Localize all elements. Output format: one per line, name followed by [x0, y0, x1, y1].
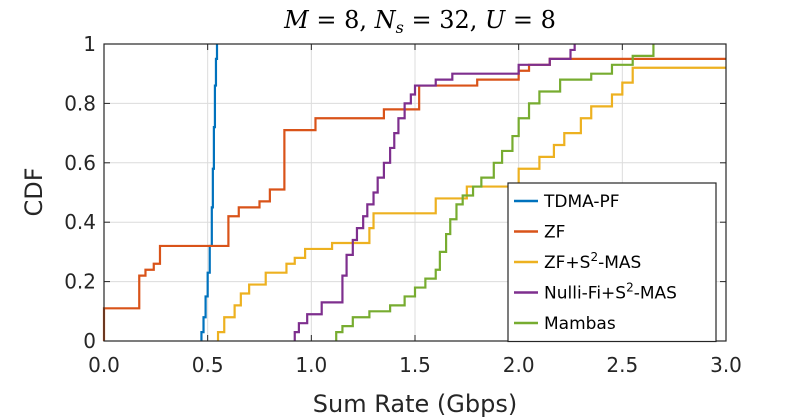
x-tick-label: 2.5	[606, 353, 638, 377]
legend-label: ZF	[544, 223, 565, 243]
legend-label: Nulli-Fi+S2-MAS	[544, 281, 677, 304]
x-tick-label: 1.5	[399, 353, 431, 377]
legend-box	[507, 182, 717, 343]
series-layer	[102, 44, 726, 341]
x-tick-label: 3.0	[710, 353, 742, 377]
series-line-0	[200, 44, 219, 341]
series-line-4	[335, 44, 655, 341]
legend: TDMA-PF ZF ZF+S2-MAS Nulli-Fi+S2-MAS Mambas	[507, 182, 717, 343]
x-axis-label: Sum Rate (Gbps)	[313, 390, 517, 418]
legend-label: TDMA-PF	[543, 192, 620, 212]
x-tick-label: 2.0	[503, 353, 535, 377]
x-tick-label: 0.0	[88, 353, 120, 377]
y-tick-label: 0.8	[64, 91, 96, 115]
series-line-1	[102, 57, 726, 341]
x-tick-label: 0.5	[192, 353, 224, 377]
y-tick-label: 0.2	[64, 270, 96, 294]
series-line-3	[293, 44, 576, 341]
series-line-2	[216, 66, 726, 341]
y-tick-label: 0	[83, 329, 96, 353]
y-tick-label: 1	[83, 32, 96, 56]
axis-ticks: 0.0 0.5 1.0 1.5 2.0 2.5 3.0 0 0.2 0.4 0.6 0.8 1	[64, 32, 742, 377]
legend-label: ZF+S2-MAS	[544, 250, 641, 273]
y-tick-label: 0.6	[64, 151, 96, 175]
chart-title: M = 8, Ns = 32, U = 8	[283, 6, 556, 37]
y-axis-label: CDF	[20, 167, 48, 216]
x-tick-label: 1.0	[295, 353, 327, 377]
y-tick-label: 0.4	[64, 210, 96, 234]
legend-label: Mambas	[544, 314, 616, 334]
